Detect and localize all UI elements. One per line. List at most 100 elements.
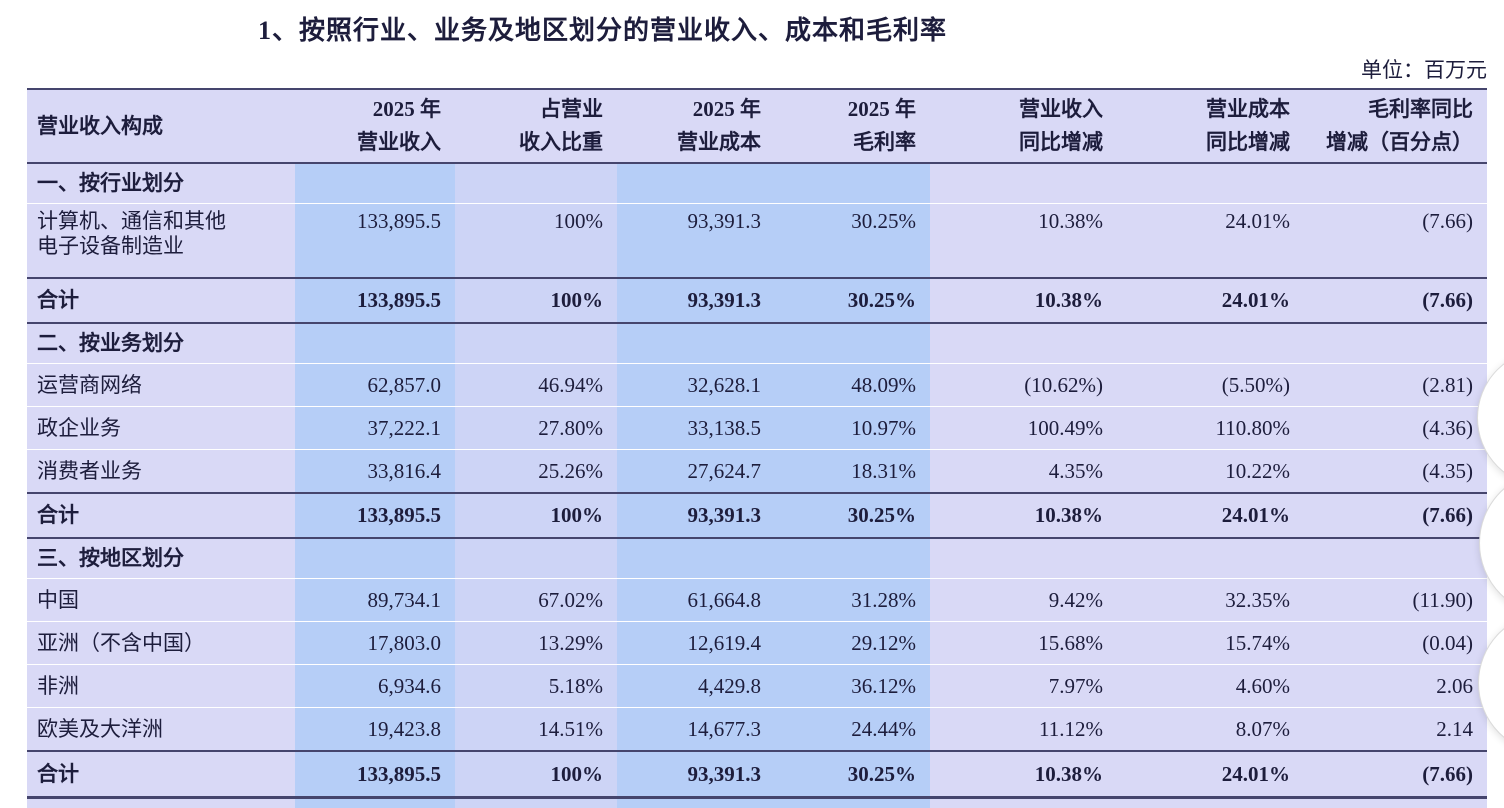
table-cell <box>295 324 455 363</box>
table-cell: 10.22% <box>1117 450 1304 492</box>
table-cell: 93,391.3 <box>617 494 775 537</box>
table-cell: 占营业 收入比重 <box>455 90 617 162</box>
table-cell: 15.68% <box>930 622 1117 664</box>
table-cell: 4.60% <box>1117 665 1304 707</box>
rule-line <box>27 322 1487 324</box>
table-cell: 合计 <box>27 494 295 537</box>
table-cell: 2.06 <box>1304 665 1487 707</box>
table-cell: 93,391.3 <box>617 752 775 796</box>
table-cell: 133,895.5 <box>295 279 455 322</box>
table-cell <box>775 324 930 363</box>
table-cell: 运营商网络 <box>27 364 295 406</box>
table-cell: 19,423.8 <box>295 708 455 750</box>
table-cell: 13.29% <box>455 622 617 664</box>
table-cell: 2025 年毛利率 <box>775 90 930 162</box>
table-cell <box>1304 539 1487 578</box>
table-cell: 6,934.6 <box>295 665 455 707</box>
table-cell: 61,664.8 <box>617 579 775 621</box>
table-cell: 10.38% <box>930 204 1117 277</box>
page-title: 1、按照行业、业务及地区划分的营业收入、成本和毛利率 <box>258 16 948 45</box>
table-cell: 133,895.5 <box>295 752 455 796</box>
table-cell <box>930 164 1117 203</box>
table-cell: 24.01% <box>1117 494 1304 537</box>
data-row: 亚洲（不含中国） 17,803.0 13.29% 12,619.4 29.12% 15.6… <box>27 621 1487 664</box>
table-cell: 67.02% <box>455 579 617 621</box>
table-cell: 5.18% <box>455 665 617 707</box>
table-header-row: 营业收入构成 2025 年营业收入 占营业 收入比重 2025 年营业成本 2025 年毛… <box>27 90 1487 162</box>
table-cell <box>1117 164 1304 203</box>
rule-line <box>27 796 1487 799</box>
table-cell: 30.25% <box>775 752 930 796</box>
data-row: 政企业务 37,222.1 27.80% 33,138.5 10.97% 100.49% 1… <box>27 406 1487 449</box>
table-cell <box>455 539 617 578</box>
table-cell: 32,628.1 <box>617 364 775 406</box>
table-cell: 133,895.5 <box>295 204 455 277</box>
table-cell: 欧美及大洋洲 <box>27 708 295 750</box>
table-cell: 三、按地区划分 <box>27 539 295 578</box>
data-row: 非洲 6,934.6 5.18% 4,429.8 36.12% 7.97% 4.60% 2.0… <box>27 664 1487 707</box>
table-cell: 100% <box>455 752 617 796</box>
table-cell: 9.42% <box>930 579 1117 621</box>
table-cell: (4.35) <box>1304 450 1487 492</box>
table-cell: (10.62%) <box>930 364 1117 406</box>
table-cell: 24.44% <box>775 708 930 750</box>
rule-line <box>27 162 1487 164</box>
table-cell: 合计 <box>27 752 295 796</box>
table-cell: 37,222.1 <box>295 407 455 449</box>
table-cell: 营业收入 同比增减 <box>930 90 1117 162</box>
table-cell: 31.28% <box>775 579 930 621</box>
table-cell: 10.38% <box>930 279 1117 322</box>
table-cell: 33,138.5 <box>617 407 775 449</box>
table-cell: 18.31% <box>775 450 930 492</box>
table-cell: 100.49% <box>930 407 1117 449</box>
table-cell <box>27 799 295 808</box>
table-cell: 14,677.3 <box>617 708 775 750</box>
table-cell: 100% <box>455 494 617 537</box>
table-cell: 非洲 <box>27 665 295 707</box>
table-cell <box>295 539 455 578</box>
data-row: 中国 89,734.1 67.02% 61,664.8 31.28% 9.42% 32.35… <box>27 578 1487 621</box>
table-cell <box>775 164 930 203</box>
table-cell <box>617 539 775 578</box>
table-cell: 7.97% <box>930 665 1117 707</box>
table-cell <box>617 324 775 363</box>
table-cell: 消费者业务 <box>27 450 295 492</box>
table-cell: 中国 <box>27 579 295 621</box>
table-cell: 62,857.0 <box>295 364 455 406</box>
total-row: 合计 133,895.5 100% 93,391.3 30.25% 10.38% 24.01… <box>27 752 1487 796</box>
table-cell: 33,816.4 <box>295 450 455 492</box>
table-cell <box>455 324 617 363</box>
table-cell: 133,895.5 <box>295 494 455 537</box>
table-cell: 29.12% <box>775 622 930 664</box>
rule-line <box>27 277 1487 279</box>
table-cell: 一、按行业划分 <box>27 164 295 203</box>
table-cell: 营业收入构成 <box>27 90 295 162</box>
table-cell: 10.97% <box>775 407 930 449</box>
table-cell <box>617 164 775 203</box>
table-cell: 10.38% <box>930 752 1117 796</box>
revenue-table: 营业收入构成 2025 年营业收入 占营业 收入比重 2025 年营业成本 2025 年毛… <box>27 88 1487 808</box>
table-cell: 2025 年营业收入 <box>295 90 455 162</box>
table-cell: 24.01% <box>1117 752 1304 796</box>
total-row: 合计 133,895.5 100% 93,391.3 30.25% 10.38% 24.01… <box>27 494 1487 537</box>
table-cell: 93,391.3 <box>617 204 775 277</box>
table-cell: 政企业务 <box>27 407 295 449</box>
table-cell: 100% <box>455 204 617 277</box>
table-cell <box>930 799 1117 808</box>
table-cell: 营业成本 同比增减 <box>1117 90 1304 162</box>
table-cell: 15.74% <box>1117 622 1304 664</box>
table-cell: 24.01% <box>1117 204 1304 277</box>
table-cell: 计算机、通信和其他 电子设备制造业 <box>27 204 295 277</box>
table-cell <box>1304 799 1487 808</box>
table-cell: 25.26% <box>455 450 617 492</box>
table-cell: 2.14 <box>1304 708 1487 750</box>
table-cell: 毛利率同比 增减（百分点） <box>1304 90 1487 162</box>
table-cell: 10.38% <box>930 494 1117 537</box>
rule-line <box>27 537 1487 539</box>
table-cell: 30.25% <box>775 494 930 537</box>
table-cell: 32.35% <box>1117 579 1304 621</box>
total-row: 合计 133,895.5 100% 93,391.3 30.25% 10.38% 24.01… <box>27 279 1487 322</box>
data-row: 消费者业务 33,816.4 25.26% 27,624.7 18.31% 4.35% 10… <box>27 449 1487 492</box>
table-cell: 4.35% <box>930 450 1117 492</box>
data-row: 运营商网络 62,857.0 46.94% 32,628.1 48.09% (10.62%… <box>27 363 1487 406</box>
